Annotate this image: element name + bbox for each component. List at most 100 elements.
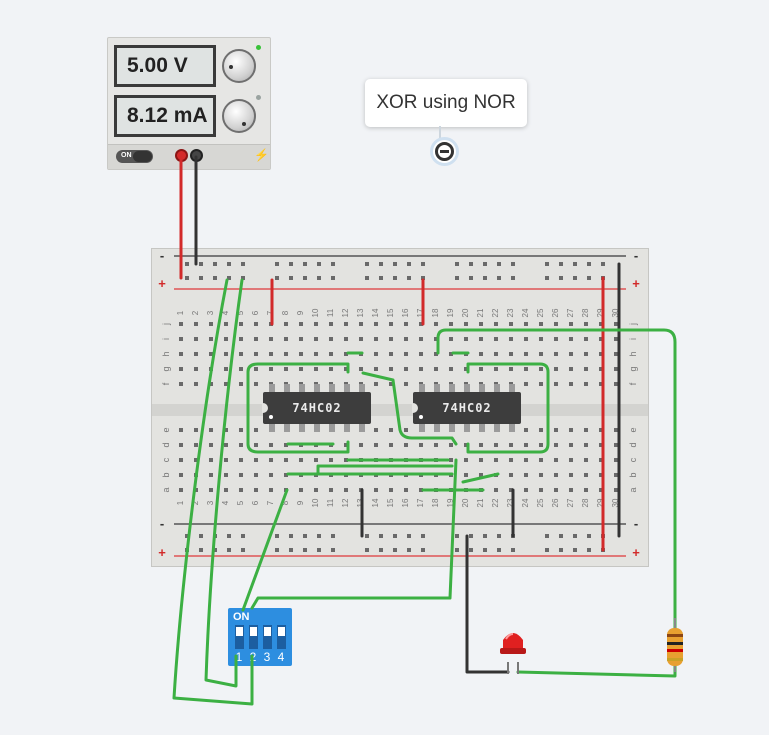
column-number-bottom: 16 [401, 498, 410, 507]
rail-hole [393, 262, 397, 266]
terminal-hole [314, 458, 318, 462]
terminal-hole [449, 322, 453, 326]
chip-label: 74HC02 [442, 401, 492, 415]
rail-hole [241, 276, 245, 280]
rail-hole [317, 276, 321, 280]
terminal-hole [554, 382, 558, 386]
terminal-hole [494, 337, 498, 341]
terminal-hole [359, 443, 363, 447]
column-number-bottom: 19 [446, 498, 455, 507]
power-supply[interactable]: 5.00 V 8.12 mA ON ⚡ [107, 37, 271, 170]
column-number-top: 9 [296, 310, 305, 315]
terminal-hole [614, 367, 618, 371]
terminal-hole [614, 488, 618, 492]
column-number-top: 29 [596, 308, 605, 317]
rail-sign-left: + [158, 276, 166, 291]
current-knob[interactable] [222, 99, 256, 133]
chip-leg [479, 384, 485, 392]
column-number-bottom: 10 [311, 498, 320, 507]
terminal-hole [224, 352, 228, 356]
voltage-knob[interactable] [222, 49, 256, 83]
terminal-hole [284, 322, 288, 326]
power-supply-footer: ON ⚡ [108, 144, 270, 169]
terminal-hole [404, 443, 408, 447]
column-number-bottom: 14 [371, 498, 380, 507]
rail-sign-left: - [160, 516, 164, 531]
terminal-hole [224, 458, 228, 462]
power-switch[interactable]: ON [116, 150, 153, 163]
terminal-hole [344, 322, 348, 326]
column-number-top: 11 [326, 308, 335, 317]
column-number-top: 10 [311, 308, 320, 317]
chip-leg [479, 424, 485, 432]
terminal-hole [209, 352, 213, 356]
note-callout[interactable]: XOR using NOR [365, 79, 527, 127]
rail-hole [511, 262, 515, 266]
terminal-hole [449, 443, 453, 447]
column-number-top: 6 [251, 310, 260, 315]
terminal-hole [254, 352, 258, 356]
terminal-hole [344, 458, 348, 462]
column-number-bottom: 4 [221, 500, 230, 505]
terminal-hole [614, 458, 618, 462]
terminal-hole [299, 322, 303, 326]
column-number-bottom: 2 [191, 500, 200, 505]
rail-hole [213, 276, 217, 280]
rail-hole [407, 276, 411, 280]
ic-chip-2[interactable]: 74HC02 [412, 392, 521, 424]
column-number-bottom: 24 [521, 498, 530, 507]
lightning-icon: ⚡ [254, 148, 269, 162]
terminal-hole [569, 488, 573, 492]
terminal-hole [179, 428, 183, 432]
ic-chip-1[interactable]: 74HC02 [262, 392, 371, 424]
terminal-hole [344, 352, 348, 356]
chip-leg [269, 424, 275, 432]
terminal-hole [584, 337, 588, 341]
rail-hole [455, 548, 459, 552]
terminal-hole [479, 458, 483, 462]
terminal-hole [599, 367, 603, 371]
terminal-hole [509, 458, 513, 462]
terminal-hole [584, 458, 588, 462]
green-wire [250, 458, 458, 610]
chip-label: 74HC02 [292, 401, 342, 415]
column-number-top: 21 [476, 308, 485, 317]
terminal-hole [389, 367, 393, 371]
rail-hole [241, 548, 245, 552]
terminal-hole [389, 382, 393, 386]
note-collapse-button[interactable] [430, 137, 459, 166]
terminal-hole [554, 473, 558, 477]
terminal-hole [389, 428, 393, 432]
terminal-hole [329, 352, 333, 356]
terminal-hole [269, 367, 273, 371]
column-number-top: 28 [581, 308, 590, 317]
terminal-hole [584, 473, 588, 477]
terminal-hole [449, 352, 453, 356]
terminal-hole [494, 488, 498, 492]
terminal-hole [179, 473, 183, 477]
terminal-hole [539, 367, 543, 371]
dip-slot-1[interactable] [235, 625, 244, 649]
dip-slot-4[interactable] [277, 625, 286, 649]
terminal-hole [524, 322, 528, 326]
terminal-hole [614, 443, 618, 447]
row-letter-right: a [628, 487, 638, 492]
dip-slot-2[interactable] [249, 625, 258, 649]
row-letter-right: c [628, 457, 638, 462]
terminal-hole [434, 352, 438, 356]
terminal-hole [569, 443, 573, 447]
rail-hole [559, 276, 563, 280]
terminal-hole [539, 428, 543, 432]
rail-hole [289, 534, 293, 538]
terminal-hole [179, 443, 183, 447]
dip-slot-3[interactable] [263, 625, 272, 649]
column-number-bottom: 21 [476, 498, 485, 507]
terminal-hole [254, 322, 258, 326]
rail-hole [573, 534, 577, 538]
terminal-hole [269, 443, 273, 447]
terminal-hole [569, 428, 573, 432]
terminal-hole [179, 367, 183, 371]
rail-hole [227, 276, 231, 280]
terminal-hole [614, 473, 618, 477]
terminal-hole [524, 367, 528, 371]
